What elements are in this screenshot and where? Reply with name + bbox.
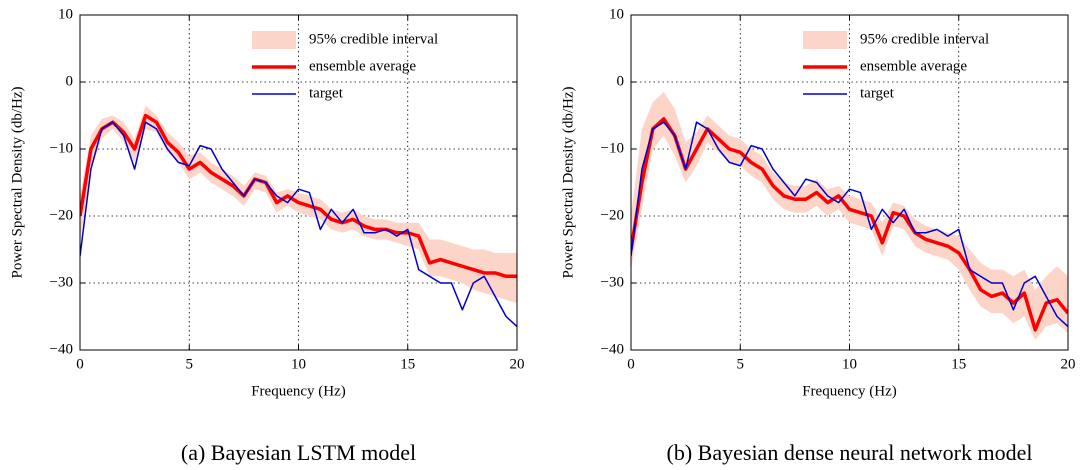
axes-frame <box>630 14 1069 351</box>
legend-label: target <box>309 85 344 101</box>
y-axis-label: Power Spectral Density (db/Hz) <box>9 86 25 278</box>
y-tick-label: −10 <box>50 140 73 156</box>
credible-band <box>631 92 1068 340</box>
subfigure-caption: (a) Bayesian LSTM model <box>181 440 416 465</box>
x-tick-label: 10 <box>291 356 306 372</box>
legend-label: target <box>860 85 895 101</box>
axes-frame <box>79 14 518 351</box>
y-tick-label: 0 <box>66 73 74 89</box>
series-line <box>631 121 1068 328</box>
y-tick-label: 10 <box>58 6 73 22</box>
x-tick-label: 20 <box>510 356 525 372</box>
subplot: −40 −30 −20 −10 0 10 0 5 10 15 20 95% credible inte… <box>560 6 1075 465</box>
y-tick-label: −40 <box>601 341 624 357</box>
y-tick-label: −30 <box>601 274 624 290</box>
plot-area <box>631 92 1068 340</box>
legend-swatch <box>803 31 847 49</box>
x-tick-label: 15 <box>400 356 415 372</box>
series-line <box>631 117 1068 332</box>
x-tick-label: 0 <box>627 356 635 372</box>
y-tick-label: 10 <box>609 6 624 22</box>
x-tick-label: 20 <box>1061 356 1076 372</box>
x-axis-label: Frequency (Hz) <box>251 383 346 399</box>
legend-swatch <box>252 31 296 49</box>
y-tick-label: −10 <box>601 140 624 156</box>
subplot: −40 −30 −20 −10 0 10 0 5 10 15 20 95% credible inte… <box>9 6 524 465</box>
y-tick-label: −20 <box>601 207 624 223</box>
y-tick-label: −40 <box>50 341 73 357</box>
x-axis-label: Frequency (Hz) <box>802 383 897 399</box>
legend-label: ensemble average <box>860 58 967 74</box>
x-tick-label: 5 <box>737 356 745 372</box>
x-tick-label: 15 <box>951 356 966 372</box>
x-tick-label: 5 <box>186 356 194 372</box>
plot-area <box>80 105 517 328</box>
y-tick-label: −30 <box>50 274 73 290</box>
series-line <box>80 121 517 328</box>
y-tick-label: −20 <box>50 207 73 223</box>
x-tick-label: 0 <box>76 356 84 372</box>
legend-label: 95% credible interval <box>309 31 438 47</box>
y-axis-label: Power Spectral Density (db/Hz) <box>560 86 576 278</box>
legend-label: 95% credible interval <box>860 31 989 47</box>
x-tick-label: 10 <box>842 356 857 372</box>
y-tick-label: 0 <box>617 73 625 89</box>
legend-label: ensemble average <box>309 58 416 74</box>
subfigure-caption: (b) Bayesian dense neural network model <box>667 440 1033 465</box>
series-line <box>80 113 517 279</box>
